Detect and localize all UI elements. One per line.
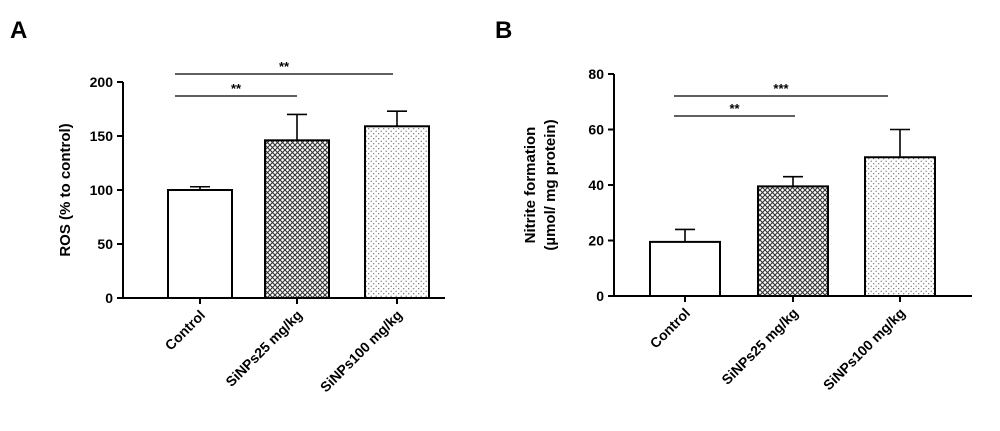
panel-b-significance-label: *** xyxy=(773,81,789,96)
panel-a-bar xyxy=(264,139,330,299)
panel-b-y-tick-label: 80 xyxy=(588,66,604,82)
panel-b-letter: B xyxy=(495,17,512,44)
panel-b-bar xyxy=(864,156,936,297)
panel-b-y-tick-label: 40 xyxy=(588,177,604,193)
panel-a-bar xyxy=(364,125,430,299)
panel-b-chart: B Nitrite formation (µmol/ mg protein) 0… xyxy=(495,17,972,393)
panel-b-y-tick-label: 0 xyxy=(596,288,604,304)
panel-a-y-axis-title: ROS (% to control) xyxy=(57,123,74,256)
panel-b-bar xyxy=(649,240,721,297)
panel-b-y-tick-label: 60 xyxy=(588,122,604,138)
panel-b-bar xyxy=(757,185,829,297)
panel-b-significance-label: ** xyxy=(729,101,740,116)
panel-a-category-label: SiNPs25 mg/kg xyxy=(222,307,305,390)
panel-a-y-tick-label: 100 xyxy=(90,182,114,198)
panel-a-letter: A xyxy=(10,17,27,44)
panel-a-y-tick-label: 200 xyxy=(90,74,114,90)
panel-a-significance-label: ** xyxy=(231,81,242,96)
panel-a-bar xyxy=(167,189,233,299)
panel-a-y-tick-label: 50 xyxy=(97,236,113,252)
panel-a-chart: A ROS (% to control) 0 50 100 150 200 Control… xyxy=(10,17,445,395)
panel-a-category-label: SiNPs100 mg/kg xyxy=(317,307,405,395)
panel-a-y-tick-label: 150 xyxy=(90,128,114,144)
panel-b-category-label: SiNPs25 mg/kg xyxy=(718,305,801,388)
panel-b-category-label: SiNPs100 mg/kg xyxy=(820,305,908,393)
panel-a-significance-label: ** xyxy=(279,59,290,74)
panel-b-y-axis-title-line2: (µmol/ mg protein) xyxy=(542,119,559,250)
panel-b-y-axis-title-line1: Nitrite formation xyxy=(522,127,539,244)
panel-a-y-tick-label: 0 xyxy=(105,290,113,306)
panel-b-y-tick-label: 20 xyxy=(588,233,604,249)
panel-b-category-label: Control xyxy=(647,305,694,352)
panel-a-category-label: Control xyxy=(162,307,209,354)
